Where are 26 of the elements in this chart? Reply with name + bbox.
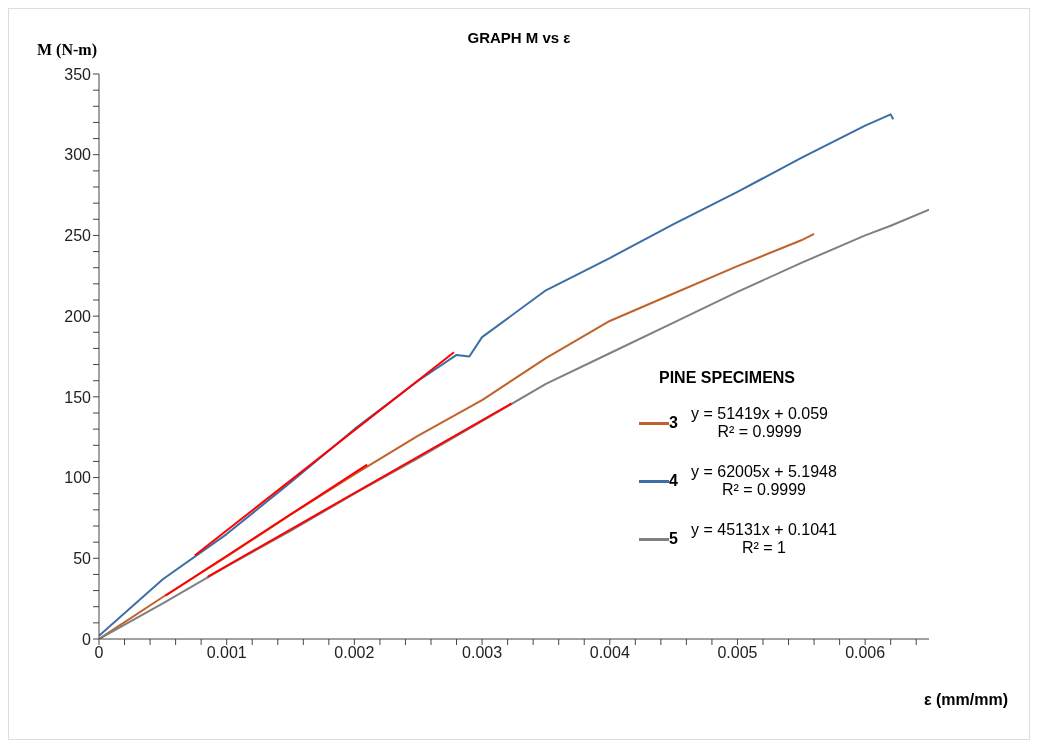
annotation: y = 45131x + 0.1041 R² = 1 bbox=[691, 521, 837, 557]
y-tick-label: 150 bbox=[64, 388, 92, 406]
legend-label: 4 bbox=[669, 472, 679, 490]
legend-label: 5 bbox=[669, 530, 679, 548]
x-axis-title: ε (mm/mm) bbox=[924, 691, 1009, 709]
y-tick-label: 250 bbox=[64, 227, 92, 245]
chart-title: GRAPH M vs ε bbox=[467, 29, 571, 46]
y-axis-title: M (N-m) bbox=[37, 41, 97, 59]
y-tick-label: 300 bbox=[64, 146, 92, 164]
y-tick-label: 100 bbox=[64, 469, 92, 487]
x-tick-label: 0.001 bbox=[206, 644, 247, 662]
x-tick-label: 0.002 bbox=[334, 644, 375, 662]
x-tick-label: 0 bbox=[94, 644, 104, 662]
legend-label: 3 bbox=[669, 414, 679, 432]
x-tick-label: 0.006 bbox=[845, 644, 886, 662]
annotation: y = 51419x + 0.059 R² = 0.9999 bbox=[691, 405, 828, 441]
y-tick-label: 50 bbox=[73, 549, 92, 567]
y-tick-label: 350 bbox=[64, 65, 92, 83]
y-tick-label: 0 bbox=[82, 630, 92, 648]
y-tick-label: 200 bbox=[64, 307, 92, 325]
annotation: y = 62005x + 5.1948 R² = 0.9999 bbox=[691, 463, 837, 499]
legend-title: PINE SPECIMENS bbox=[659, 369, 797, 387]
line-series bbox=[99, 113, 895, 637]
x-tick-label: 0.005 bbox=[717, 644, 758, 662]
x-tick-label: 0.003 bbox=[462, 644, 503, 662]
x-tick-label: 0.004 bbox=[589, 644, 630, 662]
